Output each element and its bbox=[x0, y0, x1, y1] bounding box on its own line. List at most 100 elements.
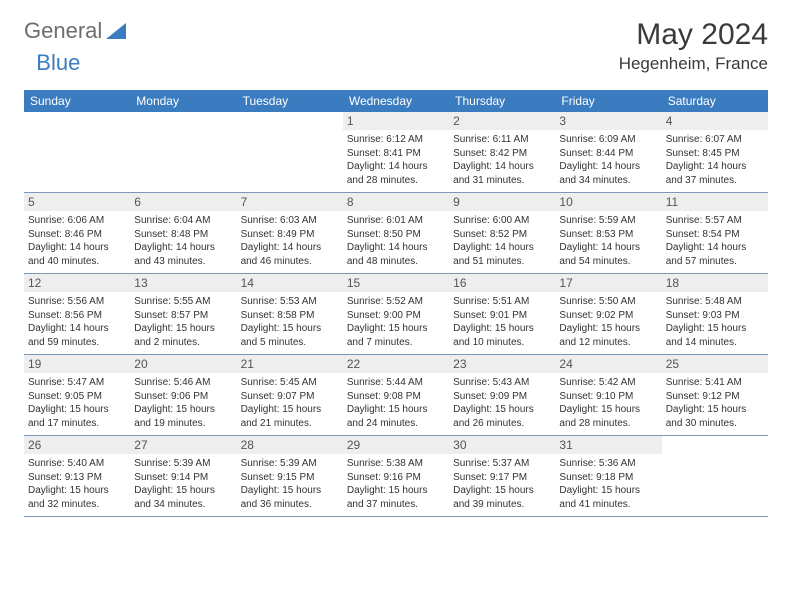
day-cell: 17 Sunrise: 5:50 AMSunset: 9:02 PMDayligh… bbox=[555, 274, 661, 355]
daylight-text: Daylight: 14 hours and 46 minutes. bbox=[241, 241, 339, 268]
sunset-text: Sunset: 9:10 PM bbox=[559, 390, 657, 404]
day-cell: 28Sunrise: 5:39 AMSunset: 9:15 PMDayligh… bbox=[237, 436, 343, 517]
day-number: 30 bbox=[449, 436, 555, 454]
day-info: Sunrise: 5:39 AMSunset: 9:15 PMDaylight:… bbox=[241, 457, 339, 511]
day-cell: 16Sunrise: 5:51 AMSunset: 9:01 PMDayligh… bbox=[449, 274, 555, 355]
day-info: Sunrise: 6:06 AMSunset: 8:46 PMDaylight:… bbox=[28, 214, 126, 268]
sunrise-text: Sunrise: 5:46 AM bbox=[134, 376, 232, 390]
day-cell: 18Sunrise: 5:48 AMSunset: 9:03 PMDayligh… bbox=[662, 274, 768, 355]
sunrise-text: Sunrise: 5:39 AM bbox=[134, 457, 232, 471]
sunrise-text: Sunrise: 5:36 AM bbox=[559, 457, 657, 471]
day-cell bbox=[662, 436, 768, 517]
day-number bbox=[662, 436, 768, 454]
daylight-text: Daylight: 14 hours and 43 minutes. bbox=[134, 241, 232, 268]
daylight-text: Daylight: 15 hours and 37 minutes. bbox=[347, 484, 445, 511]
daylight-text: Daylight: 15 hours and 32 minutes. bbox=[28, 484, 126, 511]
weekday-label: Thursday bbox=[449, 90, 555, 112]
day-info: Sunrise: 5:39 AMSunset: 9:14 PMDaylight:… bbox=[134, 457, 232, 511]
sunrise-text: Sunrise: 6:01 AM bbox=[347, 214, 445, 228]
sunset-text: Sunset: 8:48 PM bbox=[134, 228, 232, 242]
day-cell: 7Sunrise: 6:03 AMSunset: 8:49 PMDaylight… bbox=[237, 193, 343, 274]
day-cell: 1Sunrise: 6:12 AMSunset: 8:41 PMDaylight… bbox=[343, 112, 449, 193]
day-info: Sunrise: 5:41 AMSunset: 9:12 PMDaylight:… bbox=[666, 376, 764, 430]
daylight-text: Daylight: 15 hours and 17 minutes. bbox=[28, 403, 126, 430]
sunrise-text: Sunrise: 6:09 AM bbox=[559, 133, 657, 147]
day-cell: 19Sunrise: 5:47 AMSunset: 9:05 PMDayligh… bbox=[24, 355, 130, 436]
daylight-text: Daylight: 15 hours and 28 minutes. bbox=[559, 403, 657, 430]
sunset-text: Sunset: 9:13 PM bbox=[28, 471, 126, 485]
daylight-text: Daylight: 15 hours and 26 minutes. bbox=[453, 403, 551, 430]
day-number: 6 bbox=[130, 193, 236, 211]
sunset-text: Sunset: 8:42 PM bbox=[453, 147, 551, 161]
day-number: 31 bbox=[555, 436, 661, 454]
day-cell: 31Sunrise: 5:36 AMSunset: 9:18 PMDayligh… bbox=[555, 436, 661, 517]
day-number: 25 bbox=[662, 355, 768, 373]
sunset-text: Sunset: 8:57 PM bbox=[134, 309, 232, 323]
day-info: Sunrise: 6:00 AMSunset: 8:52 PMDaylight:… bbox=[453, 214, 551, 268]
sunset-text: Sunset: 8:52 PM bbox=[453, 228, 551, 242]
sunrise-text: Sunrise: 5:47 AM bbox=[28, 376, 126, 390]
brand-logo: General bbox=[24, 18, 128, 44]
day-number: 4 bbox=[662, 112, 768, 130]
daylight-text: Daylight: 15 hours and 30 minutes. bbox=[666, 403, 764, 430]
sunrise-text: Sunrise: 5:45 AM bbox=[241, 376, 339, 390]
day-cell: 8Sunrise: 6:01 AMSunset: 8:50 PMDaylight… bbox=[343, 193, 449, 274]
sunrise-text: Sunrise: 6:04 AM bbox=[134, 214, 232, 228]
day-info: Sunrise: 6:04 AMSunset: 8:48 PMDaylight:… bbox=[134, 214, 232, 268]
day-number bbox=[130, 112, 236, 130]
day-number: 29 bbox=[343, 436, 449, 454]
sunset-text: Sunset: 9:07 PM bbox=[241, 390, 339, 404]
day-info: Sunrise: 5:47 AMSunset: 9:05 PMDaylight:… bbox=[28, 376, 126, 430]
day-info: Sunrise: 5:38 AMSunset: 9:16 PMDaylight:… bbox=[347, 457, 445, 511]
brand-part1: General bbox=[24, 18, 102, 44]
week-row: 5 Sunrise: 6:06 AMSunset: 8:46 PMDaylight… bbox=[24, 193, 768, 274]
day-number: 5 bbox=[24, 193, 130, 211]
day-cell: 5 Sunrise: 6:06 AMSunset: 8:46 PMDaylight… bbox=[24, 193, 130, 274]
day-cell bbox=[237, 112, 343, 193]
day-number: 1 bbox=[343, 112, 449, 130]
daylight-text: Daylight: 14 hours and 34 minutes. bbox=[559, 160, 657, 187]
week-row: 26Sunrise: 5:40 AMSunset: 9:13 PMDayligh… bbox=[24, 436, 768, 517]
daylight-text: Daylight: 14 hours and 48 minutes. bbox=[347, 241, 445, 268]
day-info: Sunrise: 5:57 AMSunset: 8:54 PMDaylight:… bbox=[666, 214, 764, 268]
daylight-text: Daylight: 15 hours and 41 minutes. bbox=[559, 484, 657, 511]
daylight-text: Daylight: 15 hours and 10 minutes. bbox=[453, 322, 551, 349]
day-info: Sunrise: 5:50 AMSunset: 9:02 PMDaylight:… bbox=[559, 295, 657, 349]
sunset-text: Sunset: 8:44 PM bbox=[559, 147, 657, 161]
day-info: Sunrise: 5:43 AMSunset: 9:09 PMDaylight:… bbox=[453, 376, 551, 430]
sunrise-text: Sunrise: 5:39 AM bbox=[241, 457, 339, 471]
sunrise-text: Sunrise: 6:07 AM bbox=[666, 133, 764, 147]
sunset-text: Sunset: 8:53 PM bbox=[559, 228, 657, 242]
daylight-text: Daylight: 15 hours and 36 minutes. bbox=[241, 484, 339, 511]
sunrise-text: Sunrise: 5:38 AM bbox=[347, 457, 445, 471]
day-info: Sunrise: 5:48 AMSunset: 9:03 PMDaylight:… bbox=[666, 295, 764, 349]
day-info: Sunrise: 5:52 AMSunset: 9:00 PMDaylight:… bbox=[347, 295, 445, 349]
sunset-text: Sunset: 9:06 PM bbox=[134, 390, 232, 404]
day-cell: 20Sunrise: 5:46 AMSunset: 9:06 PMDayligh… bbox=[130, 355, 236, 436]
day-number: 22 bbox=[343, 355, 449, 373]
daylight-text: Daylight: 14 hours and 57 minutes. bbox=[666, 241, 764, 268]
day-info: Sunrise: 6:09 AMSunset: 8:44 PMDaylight:… bbox=[559, 133, 657, 187]
day-number: 17 bbox=[555, 274, 661, 292]
day-info: Sunrise: 5:37 AMSunset: 9:17 PMDaylight:… bbox=[453, 457, 551, 511]
daylight-text: Daylight: 15 hours and 34 minutes. bbox=[134, 484, 232, 511]
day-number: 10 bbox=[555, 193, 661, 211]
day-info: Sunrise: 5:46 AMSunset: 9:06 PMDaylight:… bbox=[134, 376, 232, 430]
sunset-text: Sunset: 8:49 PM bbox=[241, 228, 339, 242]
week-row: 19Sunrise: 5:47 AMSunset: 9:05 PMDayligh… bbox=[24, 355, 768, 436]
sunset-text: Sunset: 8:45 PM bbox=[666, 147, 764, 161]
day-number: 13 bbox=[130, 274, 236, 292]
sunset-text: Sunset: 8:54 PM bbox=[666, 228, 764, 242]
sunrise-text: Sunrise: 5:42 AM bbox=[559, 376, 657, 390]
day-cell: 14Sunrise: 5:53 AMSunset: 8:58 PMDayligh… bbox=[237, 274, 343, 355]
day-cell: 29 Sunrise: 5:38 AMSunset: 9:16 PMDayligh… bbox=[343, 436, 449, 517]
day-cell: 3Sunrise: 6:09 AMSunset: 8:44 PMDaylight… bbox=[555, 112, 661, 193]
day-cell: 2Sunrise: 6:11 AMSunset: 8:42 PMDaylight… bbox=[449, 112, 555, 193]
day-info: Sunrise: 5:56 AMSunset: 8:56 PMDaylight:… bbox=[28, 295, 126, 349]
sunset-text: Sunset: 8:41 PM bbox=[347, 147, 445, 161]
day-info: Sunrise: 5:59 AMSunset: 8:53 PMDaylight:… bbox=[559, 214, 657, 268]
day-info: Sunrise: 5:51 AMSunset: 9:01 PMDaylight:… bbox=[453, 295, 551, 349]
day-number: 27 bbox=[130, 436, 236, 454]
sunset-text: Sunset: 9:09 PM bbox=[453, 390, 551, 404]
location: Hegenheim, France bbox=[619, 54, 768, 74]
